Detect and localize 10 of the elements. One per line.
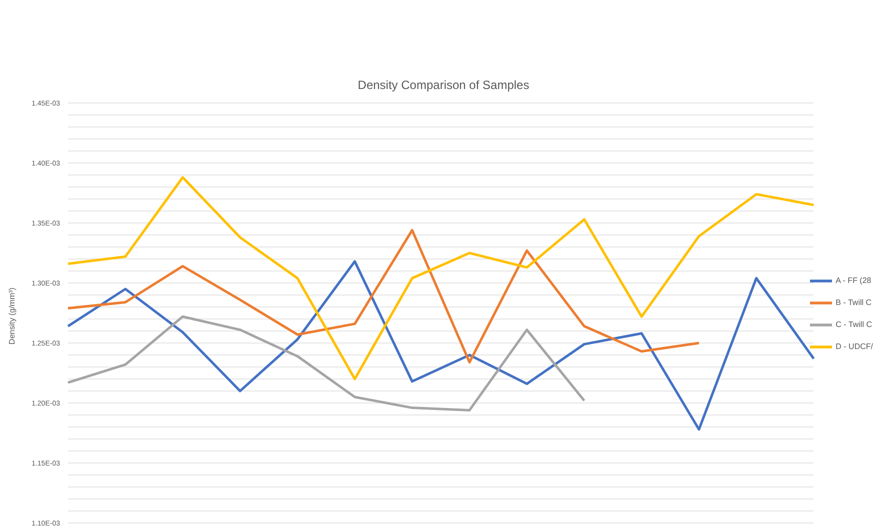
line-series (66, 176, 815, 380)
legend-label: C - Twill C (836, 320, 872, 329)
legend-label: D - UDCF/ (836, 342, 873, 351)
line-series (66, 228, 700, 364)
chart-title: Density Comparison of Samples (356, 78, 530, 92)
line-series (66, 260, 815, 431)
legend-label: A - FF (28 (836, 276, 872, 285)
legend-label: B - Twill C (836, 298, 872, 307)
line-series (66, 315, 586, 412)
y-axis-title: Density (g/mm³) (8, 288, 16, 344)
